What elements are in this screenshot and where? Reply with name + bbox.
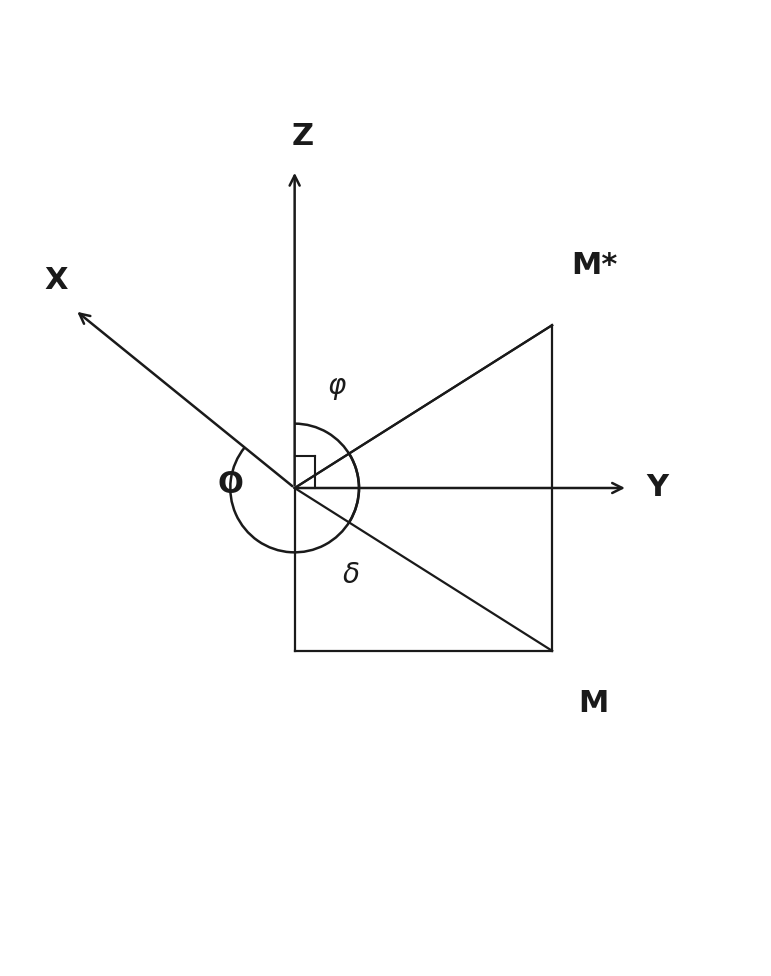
Text: O: O	[217, 469, 243, 499]
Text: Z: Z	[291, 122, 313, 151]
Text: Y: Y	[647, 473, 668, 503]
Text: δ: δ	[343, 561, 360, 590]
Text: M: M	[578, 689, 609, 717]
Text: M*: M*	[571, 251, 618, 280]
Text: φ: φ	[327, 372, 345, 400]
Text: X: X	[45, 265, 68, 295]
